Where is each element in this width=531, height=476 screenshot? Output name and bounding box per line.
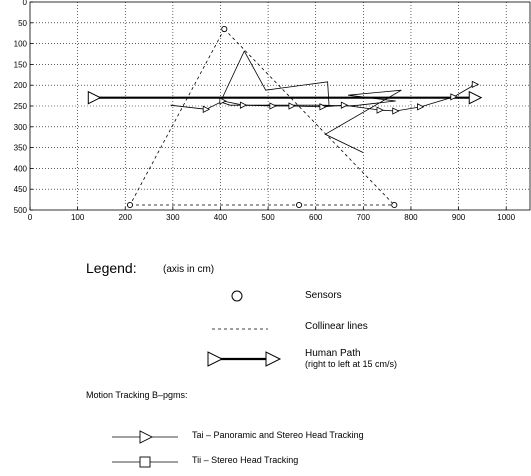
x-tick-label: 1000 [497,213,515,222]
y-tick-label: 350 [14,144,28,153]
tii-track-marker [392,107,400,115]
sensor-marker [126,201,134,209]
y-tick-label: 200 [14,81,28,90]
legend-human-path-label: Human Path [305,348,361,359]
sensors [126,25,398,209]
x-tick-label: 500 [261,213,275,222]
tii-track-marker [219,97,227,105]
y-tick-label: 450 [14,185,28,194]
tii-track-marker [239,101,248,109]
legend-title: Legend: [86,260,137,276]
tii-track-marker [202,105,211,113]
legend-tai-label: Tai – Panoramic and Stereo Head Tracking [192,430,364,440]
x-tick-label: 900 [452,213,466,222]
x-tick-label: 600 [309,213,323,222]
y-tick-label: 250 [14,102,28,111]
tai-legend-swatch [112,430,178,444]
tii-track-marker [417,103,425,111]
axis-ticks: 0 100 200 300 400 500 600 700 800 900 1000 0 50 100 15… [14,0,516,222]
y-tick-label: 150 [14,60,28,69]
x-tick-label: 300 [166,213,180,222]
tai-track [219,50,402,153]
tii-track-marker [340,101,349,109]
tai-track-line [219,50,402,153]
human-path-legend-swatch [207,351,282,367]
y-tick-label: 300 [14,123,28,132]
y-tick-label: 0 [23,0,28,7]
y-tick-label: 500 [14,206,28,215]
legend-programs-title: Motion Tracking B–pgms: [86,390,188,400]
collinear-legend-swatch [212,328,268,330]
tracking-plot: 0 100 200 300 400 500 600 700 800 900 1000 0 50 100 15… [14,0,531,222]
human-path [87,90,483,105]
y-tick-label: 100 [14,40,28,49]
x-tick-label: 100 [71,213,85,222]
legend-collinear-label: Collinear lines [305,321,368,332]
tii-track-marker [376,106,384,114]
x-tick-label: 800 [404,213,418,222]
tii-track-marker [319,103,327,111]
human-path-end-arrow [468,90,483,105]
tii-track-marker [471,80,480,89]
legend-human-path-note: (right to left at 15 cm/s) [305,359,398,369]
y-tick-label: 400 [14,164,28,173]
y-tick-label: 50 [18,19,27,28]
human-path-start-arrow [87,90,102,105]
legend-units-note: (axis in cm) [163,264,215,275]
collinear-line [129,28,225,206]
x-tick-label: 200 [119,213,133,222]
sensor-marker [221,25,228,33]
sensor-marker [295,201,303,209]
tii-track [170,80,480,115]
collinear-lines [129,28,395,206]
sensor-marker [391,201,398,209]
legend-tii-label: Tii – Stereo Head Tracking [192,455,299,465]
tii-track-marker [450,93,458,101]
tii-legend-swatch [112,456,178,468]
tii-track-marker [269,102,277,110]
tii-track-marker [288,102,296,110]
x-tick-label: 0 [28,213,33,222]
x-tick-label: 400 [214,213,228,222]
x-tick-label: 700 [357,213,371,222]
sensor-legend-icon [231,290,243,302]
collinear-line [223,28,395,206]
legend-sensors-label: Sensors [305,290,342,301]
